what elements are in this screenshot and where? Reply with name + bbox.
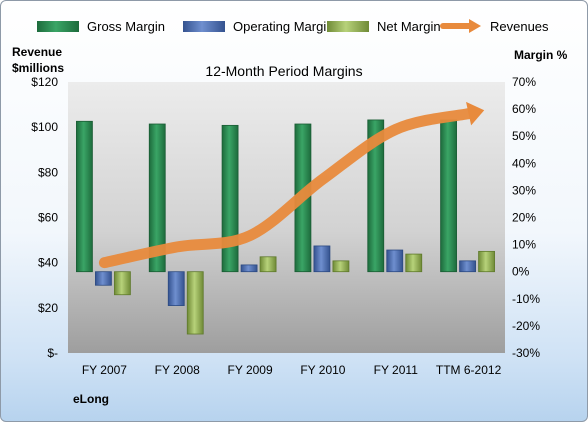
- legend-label-net-margin: Net Margin: [377, 19, 441, 34]
- left-tick-label: $40: [38, 256, 58, 270]
- legend: Gross Margin Operating Margin Net Margin…: [37, 19, 549, 34]
- right-tick-label: 0%: [512, 265, 530, 279]
- bar-net-margin-6: [478, 250, 495, 273]
- right-tick-label: 40%: [512, 156, 536, 170]
- bar-operating-margin-1: [95, 271, 112, 286]
- bar-gross-margin-5: [367, 119, 385, 273]
- company-name: eLong: [73, 392, 109, 406]
- chart-marks: $- $20 $40 $60 $80 $100 $120 -30% -20% -10% 0% 10% 2…: [31, 75, 540, 377]
- bar-operating-margin-3: [240, 264, 258, 273]
- left-tick-label: $120: [31, 75, 58, 89]
- bar-net-margin-5: [405, 253, 423, 273]
- left-tick-label: $80: [38, 165, 58, 179]
- legend-arrowhead-revenues: [469, 19, 481, 33]
- category-label: FY 2007: [82, 363, 127, 377]
- chart-title: 12-Month Period Margins: [205, 63, 362, 79]
- right-tick-label: 50%: [512, 129, 536, 143]
- left-tick-label: $-: [47, 346, 58, 360]
- bar-net-margin-2: [186, 271, 204, 335]
- left-axis-title-line2: $millions: [12, 61, 64, 75]
- plot-area: [68, 82, 505, 353]
- bar-gross-margin-6: [440, 119, 457, 273]
- category-label: FY 2008: [155, 363, 200, 377]
- category-label: FY 2010: [300, 363, 345, 377]
- right-tick-label: 10%: [512, 238, 536, 252]
- legend-swatch-gross-margin: [37, 21, 79, 32]
- category-label: FY 2009: [228, 363, 273, 377]
- bar-gross-margin-1: [76, 120, 93, 273]
- category-label: FY 2011: [374, 363, 419, 377]
- bar-operating-margin-4: [313, 245, 331, 273]
- bar-operating-margin-6: [459, 260, 476, 273]
- right-tick-label: 30%: [512, 183, 536, 197]
- legend-label-revenues: Revenues: [490, 19, 549, 34]
- right-tick-label: -20%: [512, 319, 540, 333]
- arrowhead-revenues: [466, 101, 485, 126]
- right-tick-label: -10%: [512, 292, 540, 306]
- bar-gross-margin-2: [148, 123, 166, 273]
- legend-label-gross-margin: Gross Margin: [87, 19, 165, 34]
- legend-swatch-operating-margin: [183, 21, 225, 32]
- left-axis-title-line1: Revenue: [12, 45, 62, 59]
- bar-gross-margin-3: [221, 124, 239, 273]
- left-tick-label: $100: [31, 120, 58, 134]
- bar-net-margin-3: [259, 256, 277, 273]
- bar-net-margin-1: [114, 271, 131, 296]
- right-axis-title: Margin %: [514, 48, 568, 62]
- right-tick-label: -30%: [512, 346, 540, 360]
- right-tick-label: 20%: [512, 211, 536, 225]
- bar-operating-margin-2: [167, 271, 185, 306]
- line-revenues: [98, 108, 475, 269]
- legend-label-operating-margin: Operating Margin: [233, 19, 333, 34]
- left-tick-label: $20: [38, 301, 58, 315]
- right-tick-label: 60%: [512, 102, 536, 116]
- legend-swatch-net-margin: [327, 21, 369, 32]
- bar-net-margin-4: [332, 260, 350, 273]
- left-tick-label: $60: [38, 211, 58, 225]
- category-label: TTM 6-2012: [436, 363, 502, 377]
- bar-operating-margin-5: [386, 249, 404, 273]
- right-tick-label: 70%: [512, 75, 536, 89]
